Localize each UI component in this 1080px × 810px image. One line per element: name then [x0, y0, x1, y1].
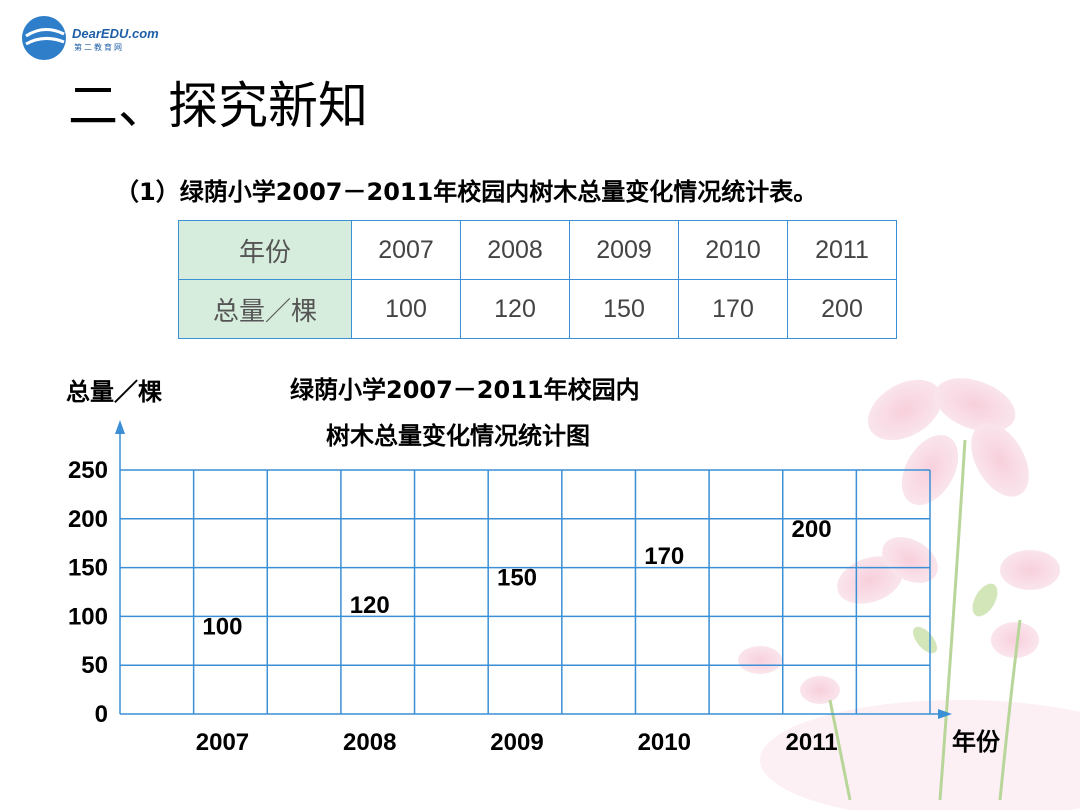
y-axis-arrow-icon	[115, 420, 125, 434]
table-header-year: 年份	[178, 220, 352, 280]
table-caption: （1）绿荫小学2007－2011年校园内树木总量变化情况统计表。	[115, 178, 818, 206]
x-axis-arrow-icon	[938, 709, 952, 719]
data-label: 170	[644, 543, 684, 570]
table-cell-total: 200	[787, 279, 897, 339]
y-axis-label: 总量／棵	[66, 378, 162, 406]
logo-text: DearEDU.com	[72, 26, 159, 41]
chart-title-line2: 树木总量变化情况统计图	[326, 422, 590, 450]
data-label: 100	[202, 613, 242, 640]
table-header-total: 总量／棵	[178, 279, 352, 339]
x-tick-label: 2007	[196, 729, 249, 756]
x-tick-label: 2009	[490, 729, 543, 756]
table-cell-total: 100	[351, 279, 461, 339]
site-logo	[22, 16, 66, 60]
table-cell-year: 2010	[678, 220, 788, 280]
x-axis-label: 年份	[952, 728, 1000, 756]
table-cell-total: 120	[460, 279, 570, 339]
y-tick-label: 150	[68, 555, 108, 582]
x-tick-label: 2008	[343, 729, 396, 756]
page-title: 二、探究新知	[68, 77, 368, 135]
x-tick-label: 2010	[638, 729, 691, 756]
table-cell-year: 2008	[460, 220, 570, 280]
y-tick-label: 0	[95, 701, 108, 728]
y-tick-label: 200	[68, 506, 108, 533]
y-tick-label: 100	[68, 603, 108, 630]
y-tick-label: 250	[68, 457, 108, 484]
data-label: 200	[792, 516, 832, 543]
logo-subtitle: 第二教育网	[74, 43, 124, 52]
table-row-totals: 总量／棵 100 120 150 170 200	[178, 279, 897, 339]
table-row-years: 年份 2007 2008 2009 2010 2011	[178, 220, 897, 280]
y-tick-label: 50	[81, 652, 108, 679]
data-label: 150	[497, 565, 537, 592]
table-cell-total: 170	[678, 279, 788, 339]
chart-title-line1: 绿荫小学2007－2011年校园内	[290, 376, 640, 404]
table-cell-total: 150	[569, 279, 679, 339]
x-tick-label: 2011	[786, 729, 838, 756]
table-cell-year: 2011	[787, 220, 897, 280]
statistics-table: 年份 2007 2008 2009 2010 2011 总量／棵 100 120…	[178, 220, 897, 339]
data-label: 120	[350, 592, 390, 619]
